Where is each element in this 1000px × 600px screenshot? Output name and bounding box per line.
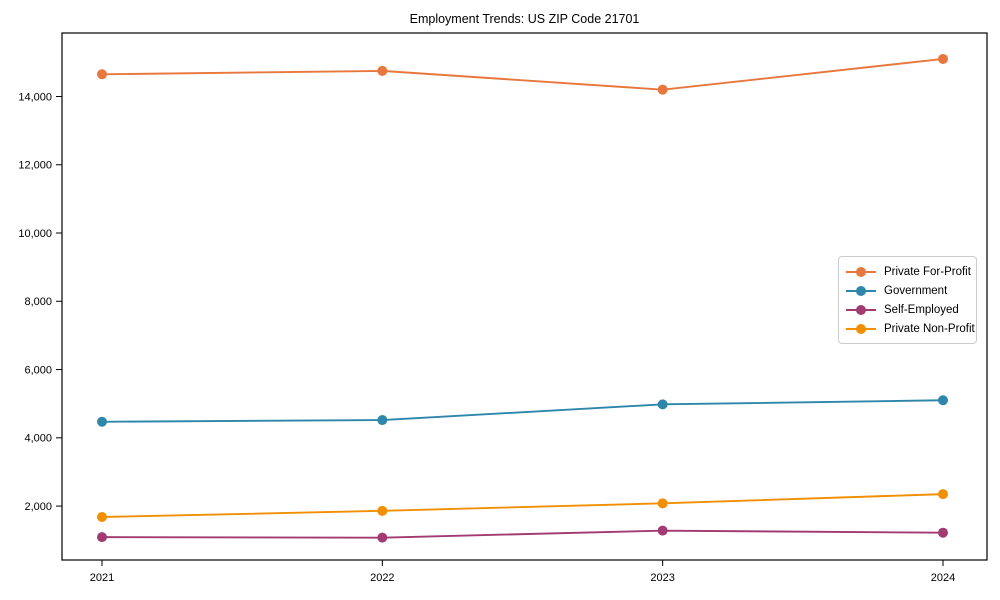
point-self-employed-2023 (657, 525, 668, 536)
legend: Private For-Profit Government Self-Emplo… (838, 256, 977, 344)
legend-label: Self-Employed (884, 303, 959, 316)
point-private-for-profit-2023 (657, 84, 668, 95)
point-self-employed-2021 (97, 532, 107, 543)
legend-item-self-employed: Self-Employed (846, 301, 968, 319)
point-private-non-profit-2023 (657, 498, 668, 509)
legend-label: Private For-Profit (884, 265, 971, 278)
point-government-2024 (938, 395, 948, 406)
y-tick-label: 8,000 (24, 296, 52, 308)
y-tick-label: 10,000 (18, 228, 52, 240)
plot-border (61, 32, 988, 561)
point-private-non-profit-2021 (97, 511, 107, 522)
point-private-non-profit-2024 (938, 489, 948, 500)
x-tick-label: 2023 (650, 572, 674, 584)
point-self-employed-2024 (938, 527, 948, 538)
legend-item-private-non-profit: Private Non-Profit (846, 320, 975, 338)
legend-label: Government (884, 284, 948, 297)
legend-item-government: Government (846, 282, 968, 300)
line-marker-icon (846, 323, 876, 334)
point-private-for-profit-2022 (377, 65, 388, 76)
x-tick-label: 2021 (90, 572, 114, 584)
line-marker-icon (846, 266, 876, 277)
point-government-2022 (377, 415, 388, 426)
series-line-private-non-profit (101, 493, 944, 518)
legend-label: Private Non-Profit (884, 322, 975, 335)
point-private-for-profit-2024 (938, 53, 948, 64)
series-line-private-for-profit (101, 57, 944, 91)
point-private-non-profit-2022 (377, 505, 388, 516)
legend-item-private-for-profit: Private For-Profit (846, 263, 971, 281)
point-self-employed-2022 (377, 532, 388, 543)
x-tick-label: 2022 (370, 572, 394, 584)
y-tick-label: 12,000 (18, 160, 52, 172)
series-line-self-employed (101, 529, 944, 539)
y-tick-label: 6,000 (24, 364, 52, 376)
point-government-2021 (97, 416, 107, 427)
y-tick-label: 14,000 (18, 91, 52, 103)
y-tick-label: 4,000 (24, 433, 52, 445)
x-tick-label: 2024 (931, 572, 955, 584)
series-line-government (101, 399, 944, 423)
line-marker-icon (846, 285, 876, 296)
y-tick-label: 2,000 (24, 501, 52, 513)
chart-title: Employment Trends: US ZIP Code 21701 (409, 12, 640, 26)
line-marker-icon (846, 304, 876, 315)
point-government-2023 (657, 399, 668, 410)
point-private-for-profit-2021 (97, 69, 107, 80)
